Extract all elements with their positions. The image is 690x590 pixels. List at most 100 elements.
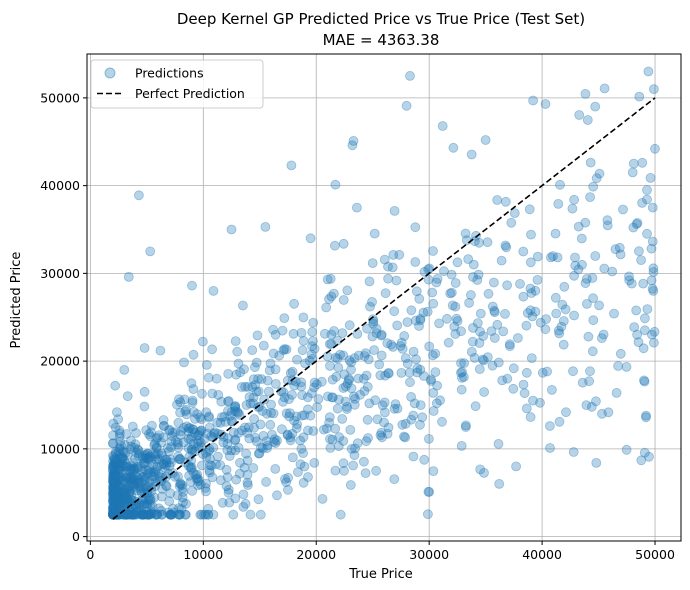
data-point: [475, 464, 486, 475]
data-point: [570, 252, 580, 263]
data-point: [111, 509, 122, 520]
data-point: [116, 490, 127, 501]
data-point: [201, 452, 212, 462]
data-point: [128, 475, 139, 486]
data-point: [168, 507, 179, 518]
data-point: [111, 488, 122, 499]
data-point: [610, 244, 621, 255]
data-point: [553, 325, 564, 336]
data-point: [193, 441, 204, 452]
data-point: [636, 255, 646, 266]
data-point: [164, 424, 175, 435]
data-point: [254, 401, 265, 412]
data-point: [270, 364, 281, 375]
data-point: [215, 475, 226, 486]
data-point: [114, 471, 125, 482]
data-point: [388, 341, 398, 352]
data-point: [121, 509, 132, 520]
data-point: [193, 430, 203, 441]
chart-title: Deep Kernel GP Predicted Price vs True P…: [177, 10, 585, 28]
data-point: [456, 440, 467, 451]
data-point: [282, 429, 293, 440]
data-point: [175, 454, 186, 465]
x-axis-label: True Price: [348, 567, 412, 582]
data-point: [588, 293, 598, 304]
data-point: [309, 382, 320, 393]
data-point: [116, 495, 127, 506]
data-point: [165, 509, 176, 520]
data-point: [375, 430, 386, 441]
data-point: [109, 506, 120, 517]
data-point: [647, 236, 658, 247]
data-point: [110, 422, 121, 433]
data-point: [412, 367, 423, 378]
data-point: [160, 480, 171, 491]
data-point: [296, 377, 307, 388]
data-point: [108, 468, 119, 479]
data-point: [621, 361, 632, 372]
data-point: [513, 333, 523, 343]
data-point: [580, 89, 591, 99]
data-point: [152, 509, 163, 520]
data-point: [415, 400, 426, 411]
data-point: [147, 501, 158, 512]
data-point: [255, 509, 266, 520]
data-point: [581, 273, 592, 284]
data-point: [222, 472, 233, 483]
data-point: [367, 258, 378, 269]
data-point: [185, 462, 196, 473]
data-point: [203, 509, 214, 520]
data-point: [108, 450, 118, 461]
data-point: [124, 484, 135, 495]
data-point: [361, 370, 372, 381]
data-point: [206, 431, 217, 442]
data-point: [614, 242, 625, 253]
data-point: [266, 399, 277, 410]
data-point: [450, 278, 461, 288]
data-point: [518, 246, 529, 257]
data-point: [256, 374, 267, 385]
data-point: [108, 438, 118, 449]
data-point: [274, 350, 285, 361]
data-point: [646, 243, 657, 254]
data-point: [598, 329, 609, 340]
data-point: [138, 484, 149, 494]
chart-subtitle: MAE = 4363.38: [323, 31, 440, 49]
data-point: [108, 502, 118, 513]
data-point: [116, 462, 126, 473]
data-point: [540, 99, 551, 109]
data-point: [176, 426, 187, 437]
data-point: [205, 460, 215, 471]
data-point: [493, 357, 504, 368]
data-point: [300, 358, 311, 369]
data-point: [613, 361, 623, 371]
data-point: [270, 463, 281, 474]
data-point: [108, 503, 119, 514]
data-point: [142, 509, 153, 520]
data-point: [474, 237, 485, 248]
data-point: [175, 509, 186, 520]
data-point: [201, 407, 212, 418]
data-point: [415, 315, 426, 326]
data-point: [269, 436, 279, 447]
data-point: [648, 285, 659, 296]
data-point: [128, 499, 139, 510]
data-point: [289, 415, 300, 426]
data-point: [116, 495, 127, 506]
data-point: [631, 219, 642, 229]
data-point: [114, 453, 125, 464]
data-point: [475, 326, 485, 337]
data-point: [110, 453, 121, 464]
data-point: [327, 434, 338, 445]
data-point: [501, 242, 512, 253]
data-point: [583, 331, 594, 342]
data-point: [120, 439, 130, 450]
data-point: [412, 363, 423, 374]
data-point: [131, 509, 142, 520]
data-point: [281, 344, 292, 355]
data-point: [151, 442, 162, 453]
data-point: [192, 438, 203, 449]
data-point: [192, 473, 203, 484]
data-point: [108, 488, 118, 498]
data-point: [206, 460, 217, 471]
